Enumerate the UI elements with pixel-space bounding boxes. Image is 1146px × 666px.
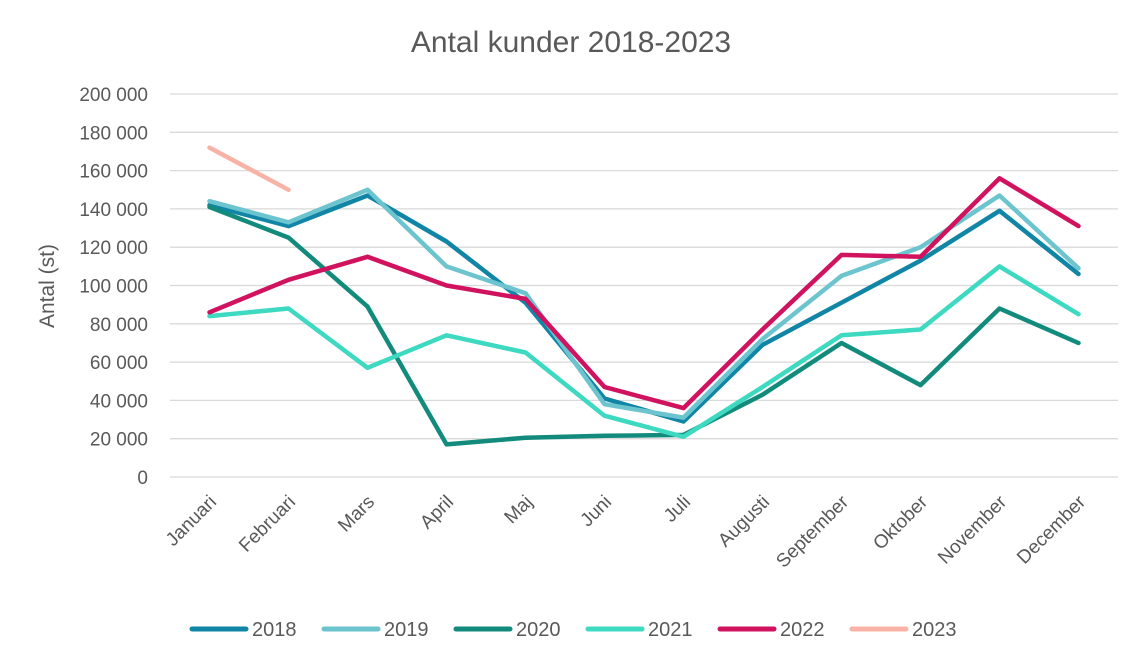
x-axis-ticks: Januari Februari Mars April Maj Juni Juli Augus… [162, 491, 1090, 572]
legend-label: 2018 [252, 619, 297, 641]
y-axis-label: Antal (st) [36, 244, 59, 328]
legend-label: 2023 [912, 619, 957, 641]
y-tick-label: 140 000 [79, 200, 148, 221]
series-line-2020 [207, 204, 1081, 447]
x-tick-label: December [1013, 491, 1090, 568]
legend-label: 2022 [780, 619, 825, 641]
y-tick-label: 40 000 [90, 391, 148, 412]
legend-label: 2021 [648, 619, 693, 641]
x-tick-label: Oktober [869, 491, 932, 554]
y-tick-label: 160 000 [79, 162, 148, 183]
grid-lines [170, 93, 1118, 478]
y-tick-label: 0 [137, 468, 148, 489]
series-line-2023 [207, 145, 291, 193]
x-tick-label: April [416, 492, 458, 534]
series-line-2022 [207, 176, 1081, 411]
legend-label: 2019 [384, 619, 429, 641]
x-tick-label: Januari [162, 492, 221, 551]
y-tick-label: 80 000 [90, 315, 148, 336]
y-tick-label: 120 000 [79, 238, 148, 259]
series-lines [207, 145, 1081, 447]
legend-label: 2020 [516, 619, 561, 641]
x-tick-label: Juli [660, 492, 695, 527]
x-tick-label: Juni [577, 492, 616, 531]
x-tick-label: November [934, 491, 1011, 568]
series-line-2019 [207, 187, 1081, 420]
y-tick-label: 100 000 [79, 277, 148, 298]
x-tick-label: Mars [334, 492, 379, 537]
x-tick-label: September [772, 491, 853, 572]
x-tick-label: Augusti [714, 492, 774, 552]
chart-title: Antal kunder 2018-2023 [411, 26, 731, 59]
y-tick-label: 180 000 [79, 123, 148, 144]
x-tick-label: Februari [235, 492, 300, 557]
legend: 2018 2019 2020 2021 2022 2023 [189, 619, 957, 641]
y-tick-label: 200 000 [79, 85, 148, 106]
y-tick-label: 60 000 [90, 353, 148, 374]
y-tick-label: 20 000 [90, 430, 148, 451]
series-line-2021 [207, 264, 1081, 440]
y-axis-ticks: 0 20 000 40 000 60 000 80 000 100 000 120 000 1… [79, 85, 148, 489]
x-tick-label: Maj [501, 492, 538, 529]
